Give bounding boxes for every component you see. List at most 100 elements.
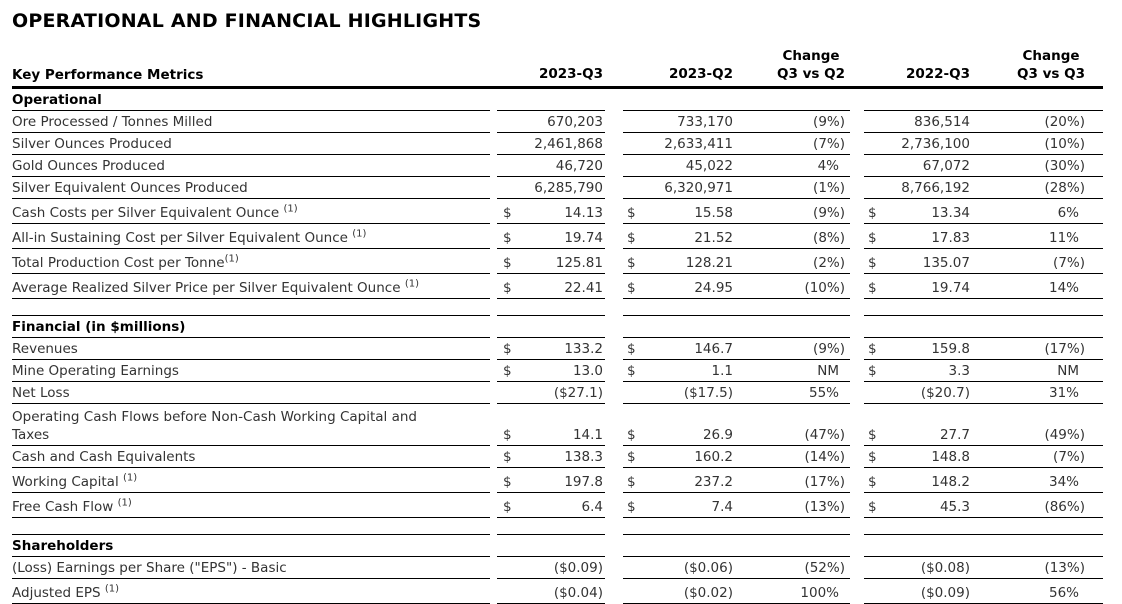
metric-label: Silver Ounces Produced [12, 132, 490, 155]
dollar-sign: $ [868, 473, 877, 490]
data-row: Cash Costs per Silver Equivalent Ounce (… [12, 198, 1103, 224]
column-gap [605, 133, 623, 155]
change-q3-vs-q2: (1%) [813, 179, 845, 196]
column-gap [605, 224, 623, 249]
data-row: (Loss) Earnings per Share ("EPS") - Basi… [12, 556, 1103, 579]
dollar-sign: $ [627, 473, 636, 490]
data-row: Total Production Cost per Tonne(1) $125.8… [12, 248, 1103, 274]
key-performance-metrics-table: Key Performance Metrics 2023-Q3 2023-Q2 C… [12, 48, 1103, 604]
column-gap [605, 382, 623, 404]
column-gap [605, 557, 623, 579]
spacer-row [12, 298, 1103, 316]
cell-2022-q3-and-change [864, 534, 1103, 557]
cell-2022-q3-and-change [864, 298, 1103, 316]
section-row: Operational [12, 87, 1103, 111]
change-q3-vs-q3: 31% [1048, 384, 1079, 401]
column-gap [490, 111, 497, 133]
dollar-sign: $ [868, 362, 877, 379]
change-q3-vs-q3: (86%) [1044, 498, 1085, 515]
data-row: Free Cash Flow (1) $6.4 $7.4 (13%) $45.3 (86%… [12, 492, 1103, 518]
column-gap [490, 446, 497, 468]
dollar-sign: $ [627, 204, 636, 221]
change-q3-vs-q3: 14% [1048, 279, 1079, 296]
change-q3-vs-q2: (9%) [813, 113, 845, 130]
data-row: Revenues $133.2 $146.7 (9%) $159.8 (17%) [12, 337, 1103, 360]
column-gap [605, 299, 623, 316]
cell-2023-q3: $13.0 [497, 359, 605, 382]
column-gap [850, 493, 864, 518]
dollar-sign: $ [868, 229, 877, 246]
metric-label: Financial (in $millions) [12, 315, 490, 338]
change-q3-vs-q3: (49%) [1044, 426, 1085, 443]
metric-label [12, 517, 490, 535]
cell-2022-q3-and-change: ($0.08) (13%) [864, 556, 1103, 579]
cell-2022-q3-and-change: $148.8 (7%) [864, 445, 1103, 468]
dollar-sign: $ [868, 279, 877, 296]
dollar-sign: $ [627, 340, 636, 357]
dollar-sign: $ [627, 426, 636, 443]
cell-2023-q2-and-change: $7.4 (13%) [623, 492, 850, 518]
dollar-sign: $ [627, 254, 636, 271]
column-gap [490, 249, 497, 274]
cell-2023-q3 [497, 298, 605, 316]
change-q3-vs-q2: (47%) [804, 426, 845, 443]
change-q3-vs-q2: (9%) [813, 340, 845, 357]
column-gap [850, 299, 864, 316]
column-gap [850, 360, 864, 382]
cell-2023-q3: $125.81 [497, 248, 605, 274]
change-q3-vs-q2: 55% [808, 384, 839, 401]
metric-label [12, 298, 490, 316]
cell-2023-q3: 6,285,790 [497, 176, 605, 199]
column-gap [605, 446, 623, 468]
cell-2022-q3-and-change: $159.8 (17%) [864, 337, 1103, 360]
metric-label: Adjusted EPS (1) [12, 578, 490, 604]
change-q3-vs-q2: NM [817, 362, 839, 379]
dollar-sign: $ [503, 498, 512, 515]
metric-label: Gold Ounces Produced [12, 154, 490, 177]
change-q3-vs-q3: (30%) [1044, 157, 1085, 174]
cell-2023-q2-and-change [623, 298, 850, 316]
cell-2023-q3: $19.74 [497, 223, 605, 249]
column-gap [490, 557, 497, 579]
cell-2023-q2-and-change: ($17.5) 55% [623, 381, 850, 404]
column-gap [490, 155, 497, 177]
column-gap [605, 48, 623, 89]
column-gap [605, 249, 623, 274]
dollar-sign: $ [868, 498, 877, 515]
change-q3-vs-q3: (10%) [1044, 135, 1085, 152]
column-gap [850, 249, 864, 274]
header-change-q3-vs-q2: Change Q3 vs Q2 [777, 48, 845, 82]
change-q3-vs-q3: (28%) [1044, 179, 1085, 196]
cell-2023-q2-and-change: $24.95 (10%) [623, 273, 850, 299]
change-q3-vs-q3: (17%) [1044, 340, 1085, 357]
metric-label: Average Realized Silver Price per Silver… [12, 273, 490, 299]
dollar-sign: $ [503, 362, 512, 379]
change-q3-vs-q3: 34% [1048, 473, 1079, 490]
header-2022-q3-and-change: 2022-Q3 Change Q3 vs Q3 [864, 48, 1103, 89]
spacer-row [12, 517, 1103, 535]
cell-2022-q3-and-change: $135.07 (7%) [864, 248, 1103, 274]
column-gap [490, 199, 497, 224]
column-gap [850, 518, 864, 535]
cell-2022-q3-and-change [864, 87, 1103, 111]
cell-2022-q3-and-change [864, 315, 1103, 338]
dollar-sign: $ [627, 229, 636, 246]
change-q3-vs-q2: (13%) [804, 498, 845, 515]
column-gap [850, 224, 864, 249]
column-gap [850, 133, 864, 155]
table-header-row: Key Performance Metrics 2023-Q3 2023-Q2 C… [12, 48, 1103, 89]
metric-label: Revenues [12, 337, 490, 360]
section-row: Shareholders [12, 534, 1103, 557]
change-q3-vs-q2: (52%) [804, 559, 845, 576]
data-row: Average Realized Silver Price per Silver… [12, 273, 1103, 299]
data-row: Gold Ounces Produced 46,720 45,022 4% 67,072… [12, 154, 1103, 177]
cell-2023-q2-and-change: $26.9 (47%) [623, 403, 850, 446]
cell-2022-q3-and-change: 2,736,100 (10%) [864, 132, 1103, 155]
dollar-sign: $ [503, 473, 512, 490]
column-gap [605, 316, 623, 338]
column-gap [605, 155, 623, 177]
column-gap [490, 177, 497, 199]
cell-2023-q3: ($27.1) [497, 381, 605, 404]
cell-2023-q3 [497, 534, 605, 557]
